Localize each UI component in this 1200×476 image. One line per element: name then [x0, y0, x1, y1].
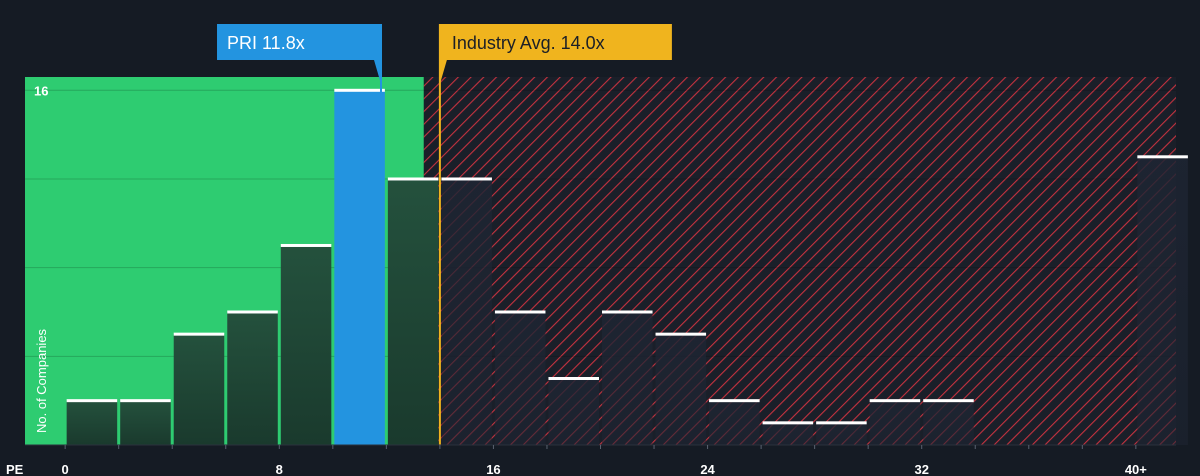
- histogram-bar: [602, 311, 653, 445]
- x-axis-title: PE: [6, 462, 24, 476]
- histogram-bars: [66, 88, 1188, 446]
- x-tick-label: 40+: [1125, 462, 1147, 476]
- histogram-bar: [869, 400, 921, 445]
- x-tick-label: 0: [62, 462, 69, 476]
- histogram-bar: [120, 400, 171, 445]
- bar-cap: [655, 332, 707, 336]
- bar-cap: [227, 310, 278, 314]
- bar-cap: [441, 177, 492, 181]
- x-tick-label: 24: [700, 462, 715, 476]
- callouts: PRI 11.8x Industry Avg. 14.0x: [217, 24, 672, 84]
- x-tick-label: 16: [486, 462, 500, 476]
- bar-cap: [334, 88, 385, 92]
- bar-cap: [66, 399, 118, 403]
- x-tick-label: 32: [914, 462, 928, 476]
- industry-callout-label: Industry Avg. 14.0x: [452, 33, 605, 53]
- bar-cap: [869, 399, 921, 403]
- histogram-bar: [173, 334, 225, 445]
- histogram-bar: [762, 422, 814, 445]
- histogram-bar: [923, 400, 974, 445]
- bar-cap: [548, 376, 599, 380]
- bar-cap: [709, 399, 760, 403]
- histogram-bar: [334, 90, 385, 445]
- bar-cap: [387, 177, 439, 181]
- bar-cap: [923, 399, 974, 403]
- bar-cap: [173, 332, 225, 336]
- industry-callout-pointer: [439, 60, 447, 84]
- y-axis-title: No. of Companies: [34, 328, 49, 433]
- company-callout-box: [217, 24, 382, 60]
- histogram-bar: [494, 311, 546, 445]
- x-tick-label: 8: [276, 462, 283, 476]
- bar-cap: [1137, 155, 1188, 159]
- histogram-bar: [66, 400, 118, 445]
- axes: PE 0 8 16 24 32 40+ 16 No. of Companies: [6, 83, 1176, 476]
- bar-cap: [494, 310, 546, 314]
- bar-cap: [816, 421, 867, 425]
- bar-cap: [280, 243, 332, 247]
- reference-lines: [380, 24, 441, 445]
- histogram-bar: [387, 178, 439, 446]
- histogram-bar: [816, 422, 867, 445]
- bar-cap: [762, 421, 814, 425]
- histogram-bar: [441, 178, 492, 446]
- histogram-bar: [655, 334, 707, 445]
- histogram-bar: [1137, 156, 1188, 445]
- histogram-bar: [709, 400, 760, 445]
- industry-callout-box: [439, 24, 672, 60]
- company-callout-pointer: [374, 60, 382, 84]
- histogram-bar: [548, 378, 599, 445]
- histogram-bar: [280, 245, 332, 445]
- histogram-bar: [227, 311, 278, 445]
- y-tick-label: 16: [34, 83, 48, 98]
- bar-cap: [602, 310, 653, 314]
- bar-cap: [120, 399, 171, 403]
- company-callout-label: PRI 11.8x: [227, 33, 305, 53]
